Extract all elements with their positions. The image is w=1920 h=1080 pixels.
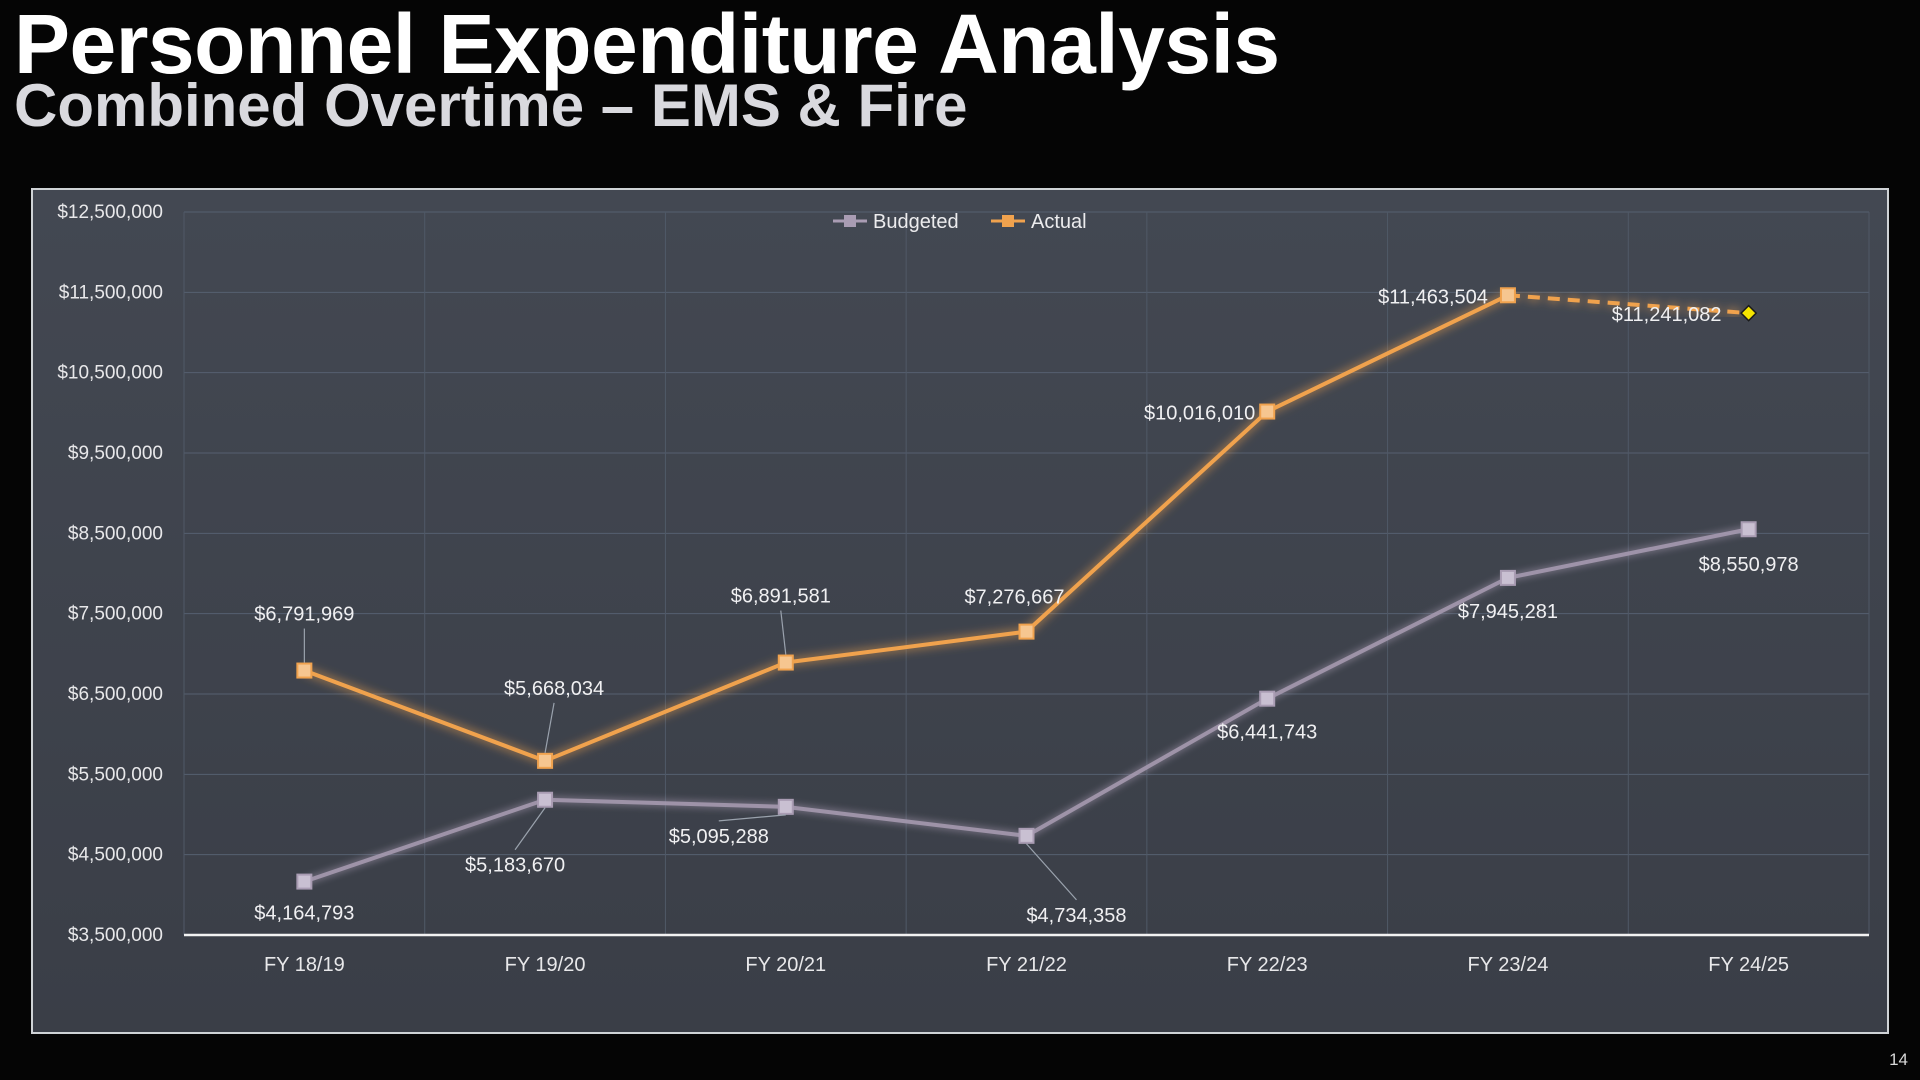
actual-point-marker bbox=[296, 662, 313, 679]
actual-point-marker bbox=[1499, 287, 1516, 304]
actual-data-label: $7,276,667 bbox=[964, 587, 1064, 609]
x-tick-label: FY 19/20 bbox=[505, 954, 586, 976]
y-tick-label: $9,500,000 bbox=[68, 443, 163, 464]
actual-projected-segment bbox=[1507, 293, 1749, 316]
legend-marker bbox=[1002, 215, 1014, 227]
actual-data-label: $11,463,504 bbox=[1378, 286, 1488, 308]
actual-point-marker bbox=[537, 752, 554, 769]
actual-point-marker bbox=[777, 654, 794, 671]
budgeted-data-label: $6,441,743 bbox=[1217, 722, 1317, 744]
slide-title: Personnel Expenditure Analysis bbox=[14, 0, 1280, 91]
x-tick-label: FY 23/24 bbox=[1468, 954, 1549, 976]
legend-label: Budgeted bbox=[873, 211, 959, 233]
actual-label-leader bbox=[780, 610, 787, 655]
budgeted-label-leader bbox=[718, 814, 786, 822]
x-tick-label: FY 22/23 bbox=[1227, 954, 1308, 976]
actual-data-label: $10,016,010 bbox=[1144, 403, 1255, 425]
actual-data-label: $6,791,969 bbox=[254, 604, 354, 626]
budgeted-data-label: $8,550,978 bbox=[1699, 554, 1799, 576]
x-tick-label: FY 20/21 bbox=[745, 954, 826, 976]
actual-projected-marker bbox=[1740, 304, 1758, 322]
budgeted-data-label: $4,734,358 bbox=[1026, 905, 1126, 927]
y-tick-label: $8,500,000 bbox=[68, 523, 163, 544]
x-tick-label: FY 21/22 bbox=[986, 954, 1067, 976]
budgeted-data-label: $7,945,281 bbox=[1458, 601, 1558, 623]
budgeted-point-marker bbox=[1259, 690, 1276, 707]
budgeted-data-label: $5,095,288 bbox=[669, 826, 769, 848]
actual-point-marker bbox=[1018, 623, 1035, 640]
legend-label: Actual bbox=[1031, 211, 1087, 233]
budgeted-point-marker bbox=[1499, 569, 1516, 586]
legend-item-budgeted: Budgeted bbox=[833, 211, 959, 233]
y-tick-label: $10,500,000 bbox=[57, 363, 163, 384]
budgeted-label-leader bbox=[514, 807, 546, 851]
overtime-line-chart: $3,500,000 $4,500,000 $5,500,000 $6,500,000… bbox=[57, 202, 1870, 976]
actual-series-line bbox=[303, 293, 1509, 763]
budgeted-data-label: $4,164,793 bbox=[254, 903, 354, 925]
y-tick-label: $5,500,000 bbox=[68, 764, 163, 785]
y-tick-label: $12,500,000 bbox=[57, 202, 163, 223]
x-tick-label: FY 18/19 bbox=[264, 954, 345, 976]
actual-data-label: $11,241,082 bbox=[1612, 304, 1722, 326]
legend-item-actual: Actual bbox=[991, 211, 1087, 233]
legend-marker bbox=[844, 215, 856, 227]
budgeted-point-marker bbox=[1018, 827, 1035, 844]
y-tick-label: $3,500,000 bbox=[68, 925, 163, 946]
y-tick-label: $11,500,000 bbox=[59, 282, 163, 303]
slide-subtitle: Combined Overtime – EMS & Fire bbox=[14, 72, 968, 139]
y-tick-label: $6,500,000 bbox=[68, 684, 163, 705]
budgeted-data-label: $5,183,670 bbox=[465, 855, 565, 877]
actual-data-label: $5,668,034 bbox=[504, 678, 604, 700]
chart-panel: $3,500,000 $4,500,000 $5,500,000 $6,500,000… bbox=[31, 188, 1889, 1034]
x-tick-label: FY 24/25 bbox=[1708, 954, 1789, 976]
actual-data-label: $6,891,581 bbox=[731, 586, 831, 608]
budgeted-point-marker bbox=[296, 873, 313, 890]
page-number: 14 bbox=[1889, 1050, 1908, 1069]
y-tick-label: $7,500,000 bbox=[68, 604, 163, 625]
budgeted-point-marker bbox=[777, 798, 794, 815]
budgeted-point-marker bbox=[1740, 521, 1757, 538]
y-tick-label: $4,500,000 bbox=[68, 845, 163, 866]
actual-point-marker bbox=[1259, 403, 1276, 420]
budgeted-point-marker bbox=[537, 791, 554, 808]
budgeted-label-leader bbox=[1026, 843, 1077, 901]
actual-label-leader bbox=[544, 702, 555, 753]
